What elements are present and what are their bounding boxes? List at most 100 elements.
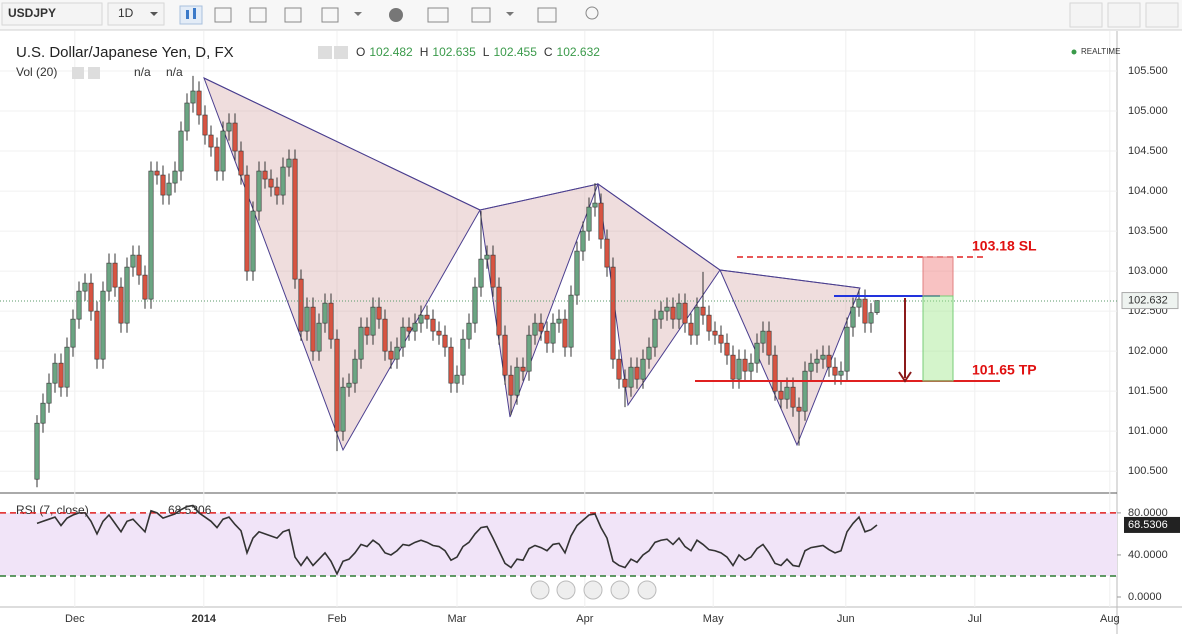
pattern-line xyxy=(203,77,861,289)
candle-body xyxy=(826,354,832,368)
interval-box[interactable] xyxy=(107,2,165,26)
candle-body xyxy=(466,322,472,340)
zoom-in[interactable] xyxy=(610,580,630,600)
candle-body xyxy=(70,318,76,348)
y-tick-label: 0.0000 xyxy=(1128,591,1162,603)
undo-button[interactable] xyxy=(1069,2,1103,28)
y-tick-label: 80.0000 xyxy=(1128,507,1168,519)
volume-value: n/a xyxy=(134,65,151,79)
candle-body xyxy=(526,334,532,372)
ohlc-value: 102.482 xyxy=(369,45,413,59)
candle-body xyxy=(94,310,100,360)
line-icon[interactable] xyxy=(249,7,267,23)
candle-body xyxy=(736,358,742,380)
hide-icon[interactable] xyxy=(334,46,348,59)
y-tick-label: 105.500 xyxy=(1128,65,1168,77)
y-tick-label: 100.500 xyxy=(1128,465,1168,477)
candle-body xyxy=(802,370,808,412)
indicator-icon[interactable] xyxy=(284,7,302,23)
candle-body xyxy=(88,282,94,312)
candle-body xyxy=(52,362,58,384)
candle-body xyxy=(502,334,508,376)
y-tick-label: 104.500 xyxy=(1128,145,1168,157)
candle-body xyxy=(592,202,598,208)
candle-body xyxy=(628,366,634,388)
volume-label: Vol (20) xyxy=(16,65,57,79)
candle-body xyxy=(694,306,700,336)
candle-body xyxy=(124,266,130,324)
candle-body xyxy=(58,362,64,388)
candle-body xyxy=(418,314,424,324)
candle-body xyxy=(130,254,136,268)
candle-body xyxy=(262,170,268,180)
dropdown-icon[interactable] xyxy=(354,12,362,16)
scale-icon[interactable] xyxy=(427,7,449,23)
candle-body xyxy=(232,122,238,152)
candle-body xyxy=(574,250,580,296)
candle-body xyxy=(160,174,166,196)
y-tick-label: 102.000 xyxy=(1128,345,1168,357)
interval[interactable]: 1D xyxy=(118,6,134,20)
scroll-right[interactable] xyxy=(637,580,657,600)
rsi-band xyxy=(0,512,1117,576)
x-tick-label: Mar xyxy=(448,613,467,625)
candle-body xyxy=(844,326,850,372)
candle-body xyxy=(820,354,826,360)
y-tick-label: 101.000 xyxy=(1128,425,1168,437)
candle-body xyxy=(34,422,40,480)
candle-body xyxy=(562,318,568,348)
candle-body xyxy=(184,102,190,132)
candle-body xyxy=(388,350,394,360)
zoom-out[interactable] xyxy=(556,580,576,600)
ohlc-value: 102.632 xyxy=(557,45,601,59)
candle-body xyxy=(700,306,706,316)
y-tick-label: 103.000 xyxy=(1128,265,1168,277)
compare-icon[interactable] xyxy=(321,7,339,23)
settings-icon[interactable] xyxy=(389,8,403,22)
candle-body xyxy=(298,278,304,332)
dropdown-icon xyxy=(150,12,158,16)
candle-body xyxy=(862,298,868,324)
y-tick-label: 104.000 xyxy=(1128,185,1168,197)
dropdown-icon[interactable] xyxy=(506,12,514,16)
candle-body xyxy=(868,312,874,324)
redo-button[interactable] xyxy=(1107,2,1141,28)
ohlc-values: O 102.482 H 102.635 L 102.455 C 102.632 xyxy=(356,45,600,59)
y-tick-label: 101.500 xyxy=(1128,385,1168,397)
candle-icon[interactable] xyxy=(179,5,203,25)
candle-body xyxy=(286,158,292,168)
reset[interactable] xyxy=(583,580,603,600)
symbol[interactable]: USDJPY xyxy=(8,6,56,20)
candle-body xyxy=(556,318,562,324)
candle-body xyxy=(328,302,334,340)
icon-part xyxy=(186,10,189,19)
x-tick-label: Jun xyxy=(837,613,855,625)
alert-icon[interactable] xyxy=(537,7,557,23)
candle-body xyxy=(616,358,622,380)
candle-body xyxy=(496,286,502,336)
harmonic-pattern xyxy=(203,77,861,452)
studies-icon[interactable] xyxy=(471,7,491,23)
scroll-left[interactable] xyxy=(530,580,550,600)
candle-body xyxy=(586,206,592,232)
hide-icon[interactable] xyxy=(88,67,100,79)
candle-body xyxy=(190,90,196,104)
symbol-box[interactable] xyxy=(1,2,103,26)
bar-icon[interactable] xyxy=(214,7,232,23)
candle-body xyxy=(772,354,778,392)
candle-body xyxy=(100,290,106,360)
idea-icon[interactable] xyxy=(585,6,599,20)
take-profit-label: 101.65 TP xyxy=(972,362,1037,378)
candle-body xyxy=(244,174,250,272)
fullscreen-button[interactable] xyxy=(1145,2,1179,28)
candle-body xyxy=(172,170,178,184)
settings-icon[interactable] xyxy=(318,46,332,59)
icon-part xyxy=(193,8,196,19)
candle-body xyxy=(532,322,538,336)
settings-icon[interactable] xyxy=(72,67,84,79)
candle-body xyxy=(856,298,862,308)
chart-title: U.S. Dollar/Japanese Yen, D, FX xyxy=(16,44,234,61)
candle-body xyxy=(430,318,436,332)
candle-body xyxy=(358,326,364,360)
candle-body xyxy=(838,370,844,376)
